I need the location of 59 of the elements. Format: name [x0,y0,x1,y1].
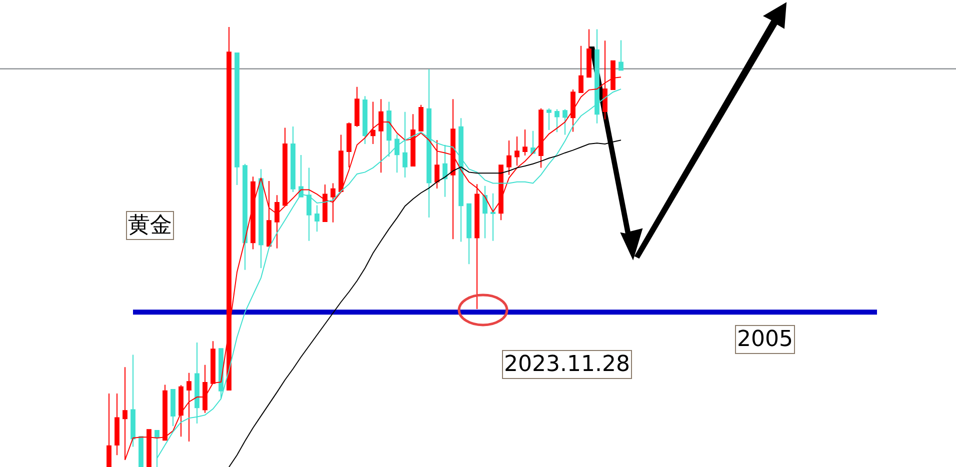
candlestick [362,96,368,145]
candlestick [306,167,312,242]
candlestick [458,118,464,242]
candlestick [474,184,480,310]
candlestick [442,144,448,198]
candlestick [234,52,240,186]
candlestick [586,28,592,78]
candlestick [218,348,224,399]
candlestick [394,134,400,174]
candlestick [482,185,488,239]
candlestick [314,204,320,232]
candlestick [282,127,288,206]
candlestick [186,372,192,442]
candlestick [490,192,496,242]
candlestick [386,101,392,158]
candlestick [202,364,208,414]
candlestick [370,101,376,145]
candlestick [546,108,552,130]
candlestick [434,140,440,189]
candlestick [498,164,504,221]
candlestick [274,194,280,249]
candlestick [330,182,336,223]
candlestick [338,134,344,192]
candlestick [346,122,352,168]
candlestick [378,98,384,174]
candlestick [266,180,272,247]
candlestick [250,176,256,250]
candlestick [178,384,184,438]
annotation: 2023.11.28 [504,352,630,377]
candlestick [514,136,520,166]
candlestick [194,342,200,424]
candlestick [506,140,512,176]
candlestick [466,203,472,265]
candlestick [538,108,544,168]
candlestick [562,108,568,136]
candlestick [530,130,536,154]
candlestick [410,114,416,167]
candlestick [522,129,528,156]
candlestick [618,40,624,71]
candlestick [162,384,168,441]
text: 黄金 [128,213,172,238]
candlestick [258,168,264,269]
text: 2005 [737,327,793,352]
candlestick [130,354,136,448]
candlestick [322,184,328,222]
candlestick [570,88,576,132]
candlestick [138,436,144,467]
candlestick [114,393,120,456]
candlestick [298,154,304,198]
candlestick [554,108,560,133]
candlestick [242,163,248,270]
candlestick [450,98,456,240]
candlestick [106,393,112,467]
candlestick [354,86,360,128]
candlestick [402,111,408,178]
candlestick [290,126,296,192]
candlestick [418,104,424,132]
candlestick [170,389,176,427]
candlestick [210,340,216,384]
